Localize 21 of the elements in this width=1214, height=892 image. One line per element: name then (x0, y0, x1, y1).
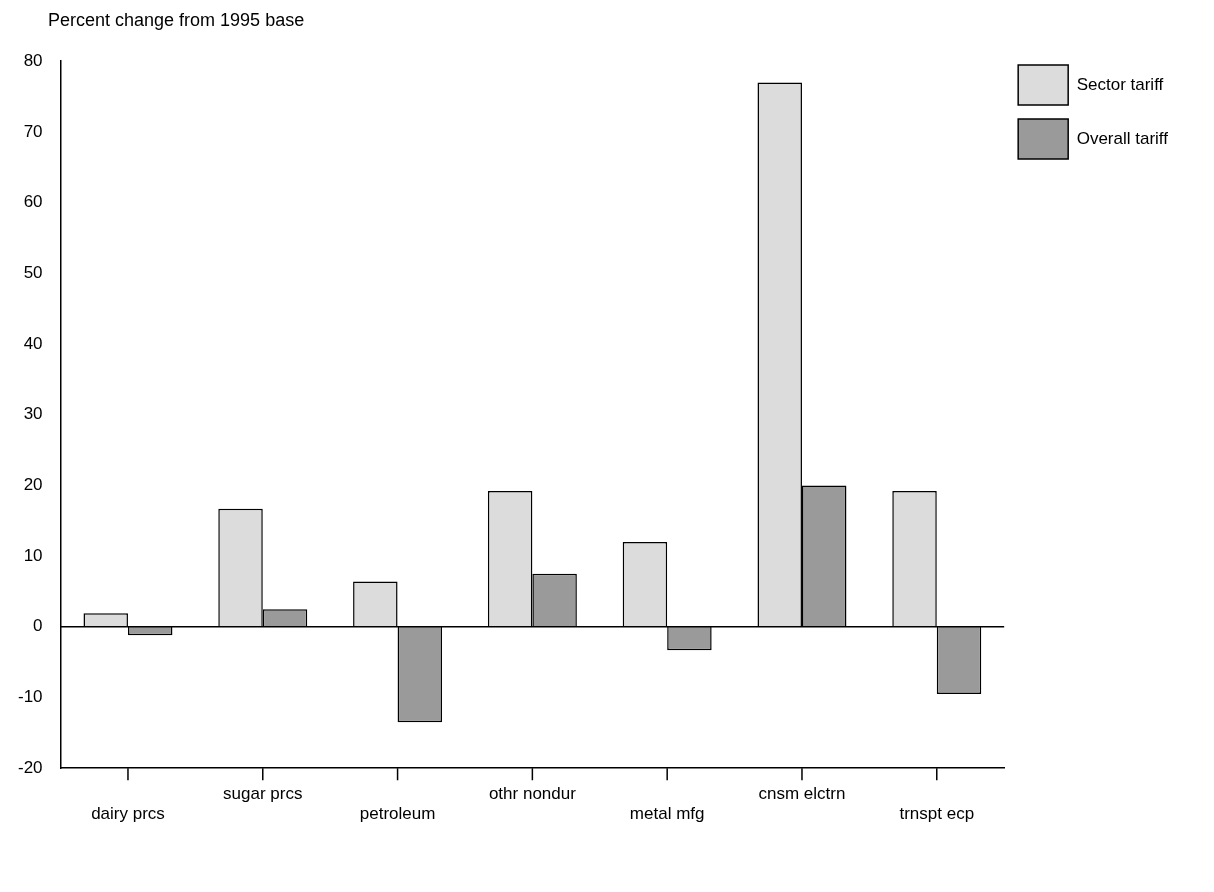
y-tick-label: -20 (17, 757, 43, 777)
y-axis-title: Percent change from 1995 base (48, 10, 306, 31)
y-tick-label: -10 (17, 687, 43, 707)
y-tick-label: 40 (23, 333, 43, 353)
x-tick-label: trnspt ecp (899, 804, 975, 824)
x-tick-label: dairy prcs (91, 804, 165, 824)
x-tick-label: metal mfg (629, 804, 705, 824)
y-tick-label: 10 (23, 545, 43, 565)
legend-label: Overall tariff (1076, 128, 1169, 148)
y-tick-label: 80 (23, 50, 43, 70)
legend-label: Sector tariff (1076, 74, 1164, 94)
y-tick-label: 0 (33, 616, 43, 636)
y-tick-label: 50 (23, 262, 43, 282)
y-tick-label: 20 (23, 475, 43, 495)
y-tick-label: 60 (23, 192, 43, 212)
x-tick-label: cnsm elctrn (758, 784, 846, 804)
x-tick-label: petroleum (359, 804, 436, 824)
x-tick-label: sugar prcs (223, 784, 303, 804)
y-tick-label: 70 (23, 121, 43, 141)
x-tick-label: othr nondur (488, 784, 577, 804)
y-tick-label: 30 (23, 404, 43, 424)
